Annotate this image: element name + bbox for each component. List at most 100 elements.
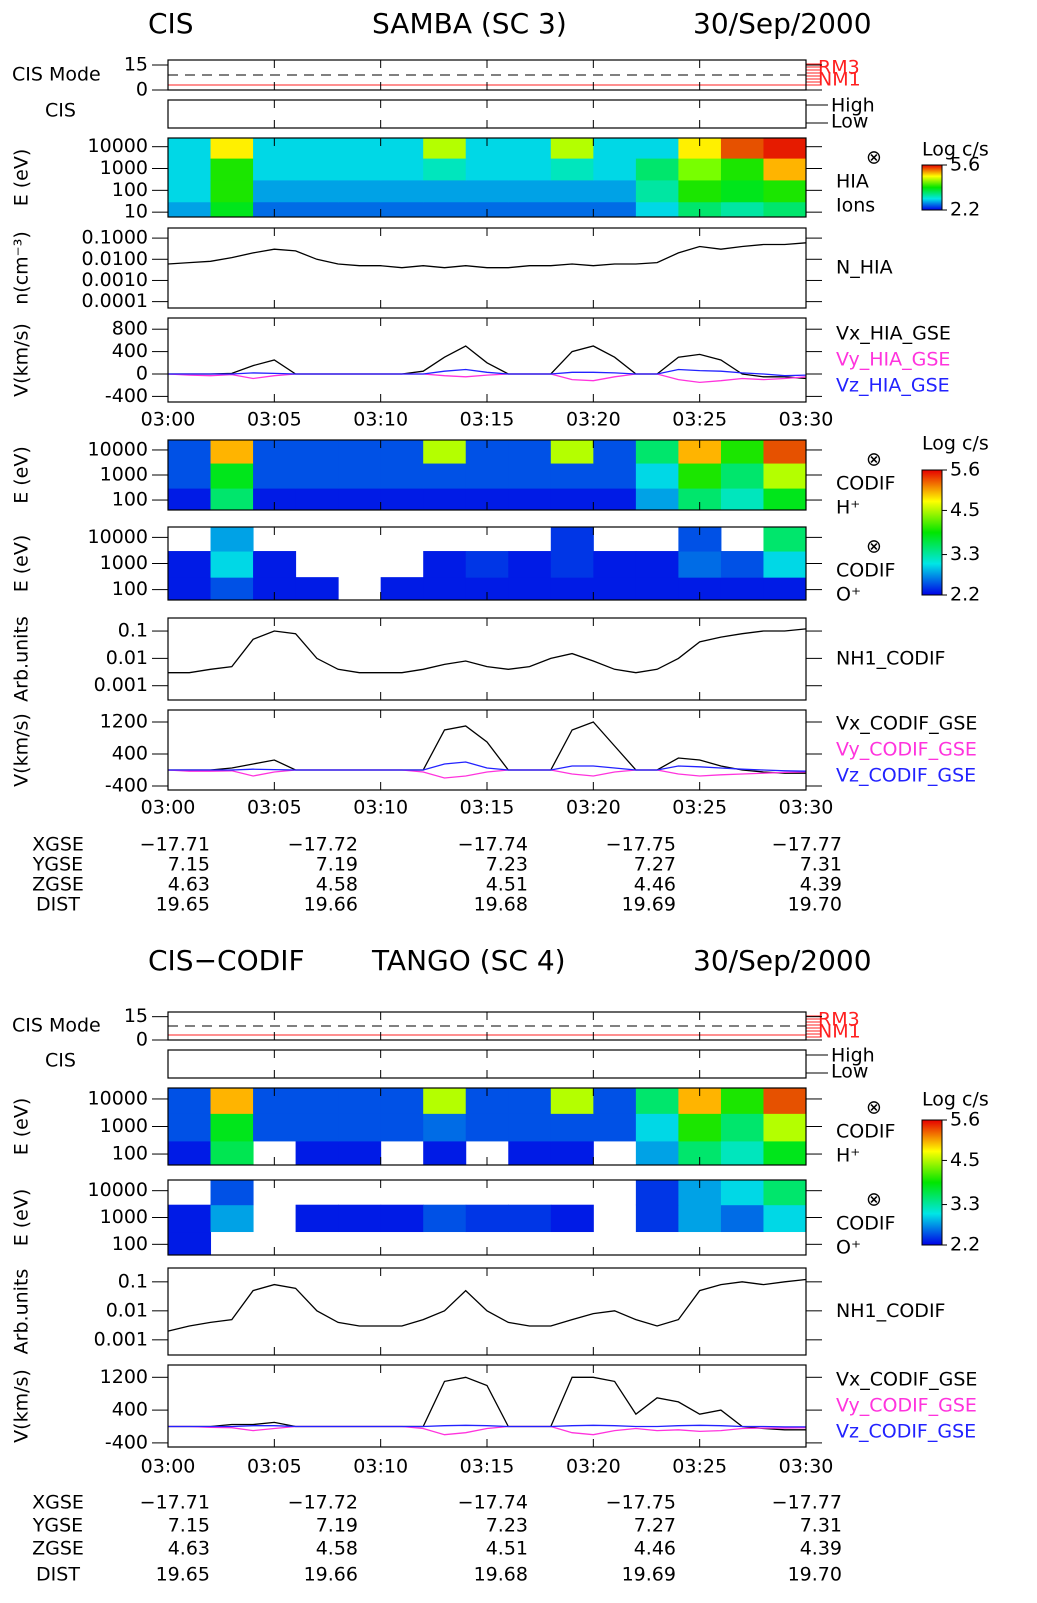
panel-label: HIA [836,171,869,193]
data-line [167,1278,807,1332]
heat-cell [253,551,297,578]
heat-cell [635,1088,679,1114]
heat-cell [253,440,297,464]
orbit-value: 19.66 [304,894,358,916]
y-axis-label: E (eV) [11,149,33,207]
heat-cell [253,179,297,203]
legend-entry: Vz_CODIF_GSE [836,765,976,787]
heat-cell [295,1088,339,1114]
heat-cell [763,1140,807,1166]
heat-cell [423,463,467,489]
y-tick-label: 10 [124,201,148,223]
heat-cell [720,1140,764,1166]
y-axis-label: E (eV) [11,1098,33,1156]
heat-cell [763,463,807,489]
y-tick-label: 10000 [88,1087,148,1109]
x-tick-label: 03:30 [779,409,834,431]
heat-cell [550,488,594,511]
panel-label: H⁺ [836,1145,860,1167]
heat-cell [423,488,467,511]
heat-cell [168,179,212,203]
heat-cell [338,138,382,159]
orbit-value: 7.19 [316,854,358,876]
heat-cell [465,158,509,181]
y-tick-label: 0.001 [94,1328,148,1350]
y-axis-label: CIS Mode [12,64,101,86]
legend-entry: N_HIA [836,257,893,279]
panel-label: ⊗ [866,536,882,558]
heat-cell [720,577,764,601]
heat-cell [423,1088,467,1114]
orbit-value: 7.27 [634,1515,676,1537]
y-tick-label: 1000 [100,552,148,574]
data-line [168,1424,806,1428]
heat-cell [210,488,254,511]
heat-cell [253,488,297,511]
heat-cell [635,488,679,511]
heat-cell [678,463,722,489]
y-tick-label: 10000 [88,526,148,548]
mode-label: NM1 [818,1021,861,1043]
colorbar-tick-label: 3.3 [950,1193,980,1215]
orbit-label: DIST [36,894,80,916]
orbit-value: 4.63 [168,874,210,896]
heat-cell [763,440,807,464]
orbit-value: 19.68 [474,894,528,916]
orbit-value: −17.77 [772,834,842,856]
heat-cell [678,138,722,159]
level-label: Low [831,111,868,133]
colorbar-tick-label: 2.2 [950,584,980,606]
heat-cell [678,551,722,578]
heat-cell [168,158,212,181]
heat-cell [168,1204,212,1233]
x-tick-label: 03:25 [672,409,727,431]
y-tick-label: 100 [112,489,148,511]
heat-cell [380,201,424,218]
orbit-value: 4.46 [634,874,676,896]
y-tick-label: 15 [124,54,148,76]
heat-cell [168,463,212,489]
colorbar [921,1119,943,1246]
heat-cell [210,527,254,552]
orbit-value: 4.58 [316,874,358,896]
orbit-value: −17.71 [140,1492,210,1514]
panel-label: CODIF [836,560,895,582]
heat-cell [635,551,679,578]
heat-cell [168,1088,212,1114]
heat-cell [635,1140,679,1166]
heat-cell [338,158,382,181]
heat-cell [763,1180,807,1206]
x-tick-label: 03:00 [141,409,196,431]
orbit-value: 4.39 [800,874,842,896]
legend-entry: Vy_HIA_GSE [836,349,950,371]
orbit-value: −17.77 [772,1492,842,1514]
y-tick-label: 1000 [100,464,148,486]
x-tick-label: 03:20 [566,797,621,819]
heat-cell [168,138,212,159]
orbit-value: −17.74 [458,1492,528,1514]
orbit-label: ZGSE [32,1538,84,1560]
heat-cell [210,1204,254,1233]
heat-cell [168,1113,212,1142]
y-tick-label: 0.1000 [82,227,148,249]
heat-cell [508,577,552,601]
heat-cell [508,1140,552,1166]
heat-cell [465,488,509,511]
y-tick-label: -400 [105,1431,148,1453]
heat-cell [508,1088,552,1114]
heat-cell [423,158,467,181]
y-tick-label: 10000 [88,135,148,157]
legend-entry: NH1_CODIF [836,648,945,670]
y-tick-label: 800 [112,318,148,340]
orbit-value: 7.27 [634,854,676,876]
heat-cell [550,1113,594,1142]
x-tick-label: 03:30 [779,797,834,819]
heat-cell [253,577,297,601]
heat-cell [593,138,637,159]
y-tick-label: 1000 [100,1206,148,1228]
x-tick-label: 03:20 [566,1456,621,1478]
orbit-value: 19.69 [622,894,676,916]
heat-cell [550,1140,594,1166]
